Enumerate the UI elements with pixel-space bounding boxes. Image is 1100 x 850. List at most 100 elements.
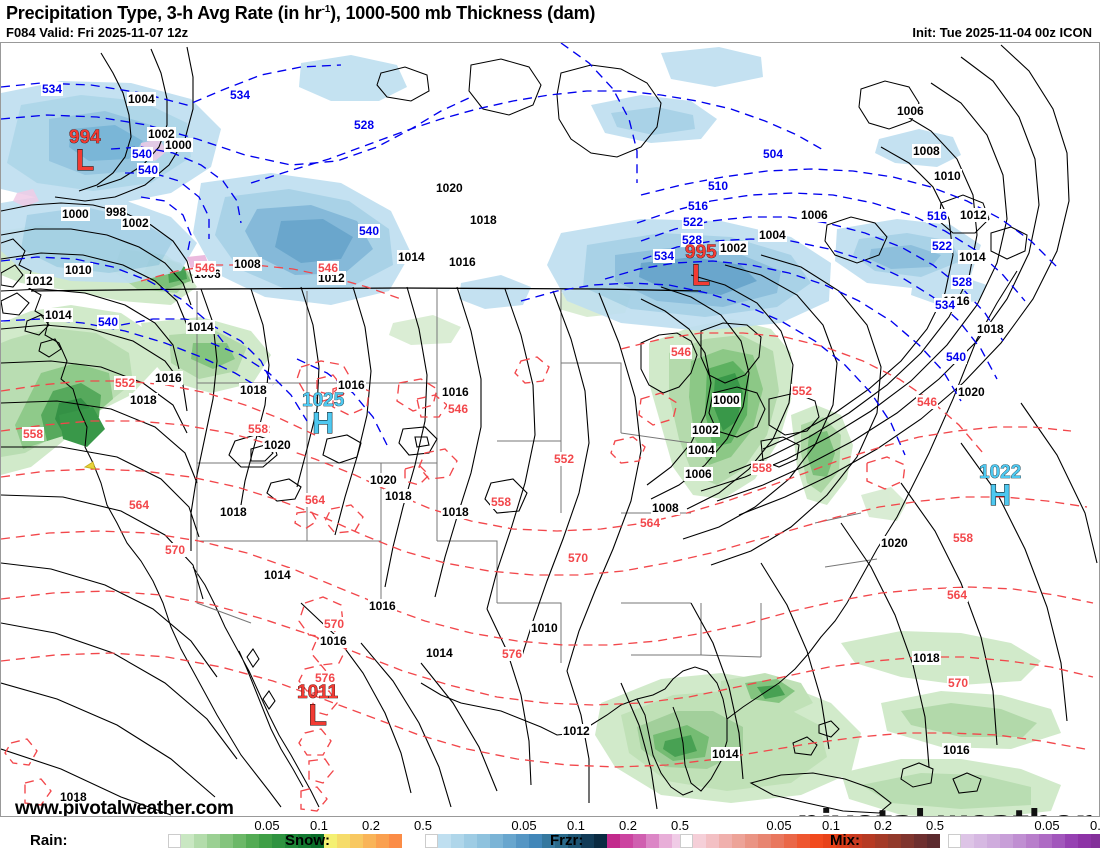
isobar-label: 1020 — [369, 473, 398, 487]
legend-swatch — [451, 834, 464, 848]
warm-thickness-label: 576 — [314, 671, 337, 685]
legend-tick-label: 0.1 — [309, 818, 329, 833]
warm-thickness-label: 546 — [670, 345, 693, 359]
legend-swatch — [477, 834, 490, 848]
isobar-label: 1006 — [684, 467, 713, 481]
map-canvas[interactable]: 1004100210001000998100210081006101210121… — [0, 42, 1100, 817]
map-graphics — [1, 43, 1098, 816]
legend-swatch — [693, 834, 706, 848]
legend-swatch — [680, 834, 693, 848]
legend-tick-label: 0.1 — [566, 818, 586, 833]
legend-swatch — [285, 834, 298, 848]
legend-tick-label: 0.1 — [821, 818, 841, 833]
legend-swatch — [168, 834, 181, 848]
warm-thickness-label: 552 — [553, 452, 576, 466]
warm-thickness-label: 564 — [304, 493, 327, 507]
legend-tick-label: 0.2 — [873, 818, 893, 833]
legend-swatch — [974, 834, 987, 848]
isobar-label: 1002 — [719, 241, 748, 255]
isobar-label: 1004 — [758, 228, 787, 242]
legend-tick-label: 0.2 — [618, 818, 638, 833]
legend-swatch — [389, 834, 402, 848]
cold-thickness-label: 540 — [137, 163, 160, 177]
page-title: Precipitation Type, 3-h Avg Rate (in hr-… — [6, 3, 595, 24]
cold-thickness-label: 534 — [653, 249, 676, 263]
legend-swatch — [181, 834, 194, 848]
cold-thickness-label: 504 — [762, 147, 785, 161]
legend-tick-label: 0.05 — [511, 818, 537, 833]
cold-thickness-label: 534 — [934, 298, 957, 312]
isobar-label: 1012 — [25, 274, 54, 288]
isobar-label: 1004 — [687, 443, 716, 457]
legend-tick-label: 0.5 — [925, 818, 945, 833]
isobar-label: 1010 — [64, 263, 93, 277]
legend-swatch — [659, 834, 672, 848]
isobar-label: 1010 — [530, 621, 559, 635]
legend-swatch — [888, 834, 901, 848]
legend-colorbar-rain[interactable] — [168, 834, 402, 848]
isobar-label: 1008 — [912, 144, 941, 158]
warm-thickness-label: 570 — [567, 551, 590, 565]
legend-colorbar-mix[interactable] — [948, 834, 1100, 848]
legend-swatch — [1000, 834, 1013, 848]
isobar-label: 1012 — [959, 208, 988, 222]
legend-swatch — [233, 834, 246, 848]
legend-swatch — [732, 834, 745, 848]
legend-swatch — [220, 834, 233, 848]
legend-swatch — [363, 834, 376, 848]
precip-rain-shading — [1, 225, 1061, 816]
legend-swatch — [1078, 834, 1091, 848]
cold-thickness-label: 534 — [229, 88, 252, 102]
isobar-label: 1000 — [61, 207, 90, 221]
isobar-label: 1020 — [263, 438, 292, 452]
warm-thickness-label: 546 — [194, 261, 217, 275]
cold-thickness-label: 540 — [131, 147, 154, 161]
legend-label-mix: Mix: — [830, 832, 860, 849]
legend-tick-label: 0.5 — [413, 818, 433, 833]
legend-label-rain: Rain: — [30, 832, 68, 849]
legend-colorbar-snow[interactable] — [425, 834, 685, 848]
cold-thickness-label: 522 — [682, 215, 705, 229]
legend-swatch — [784, 834, 797, 848]
isobar-label: 1000 — [164, 138, 193, 152]
legend-swatch — [849, 834, 862, 848]
legend-swatch — [987, 834, 1000, 848]
legend-swatch — [1013, 834, 1026, 848]
legend-swatch — [745, 834, 758, 848]
precip-snow-shading — [1, 47, 987, 331]
legend-swatch — [836, 834, 849, 848]
legend-swatch — [607, 834, 620, 848]
legend-colorbar-frzr[interactable] — [680, 834, 940, 848]
warm-thickness-label: 576 — [501, 647, 524, 661]
isobar-label: 1016 — [368, 599, 397, 613]
legend-swatch — [1052, 834, 1065, 848]
legend-tick-label: 0.2 — [361, 818, 381, 833]
isobar-label: 1016 — [448, 255, 477, 269]
cold-thickness-label: 540 — [358, 224, 381, 238]
legend-swatch — [875, 834, 888, 848]
legend-swatch — [771, 834, 784, 848]
warm-thickness-label: 564 — [639, 516, 662, 530]
warm-thickness-label: 570 — [947, 676, 970, 690]
isobar-label: 1018 — [129, 393, 158, 407]
isobar-label: 1020 — [880, 536, 909, 550]
legend-tick-label: 0.1 — [1089, 818, 1100, 833]
warm-thickness-label: 552 — [791, 384, 814, 398]
isobar-label: 1014 — [397, 250, 426, 264]
legend-swatch — [337, 834, 350, 848]
cold-thickness-label: 528 — [951, 275, 974, 289]
warm-thickness-label: 546 — [447, 402, 470, 416]
isobar-label: 1016 — [942, 743, 971, 757]
legend-swatch — [425, 834, 438, 848]
legend-swatch — [948, 834, 961, 848]
legend-swatch — [555, 834, 568, 848]
cold-thickness-label: 540 — [945, 350, 968, 364]
cold-thickness-label: 510 — [707, 179, 730, 193]
cold-thickness-label: 540 — [97, 315, 120, 329]
site-url: www.pivotalweather.com — [15, 798, 234, 817]
legend-swatch — [246, 834, 259, 848]
legend-swatch — [901, 834, 914, 848]
legend-swatch — [568, 834, 581, 848]
isobar-label: 1002 — [147, 127, 176, 141]
legend-swatch — [961, 834, 974, 848]
